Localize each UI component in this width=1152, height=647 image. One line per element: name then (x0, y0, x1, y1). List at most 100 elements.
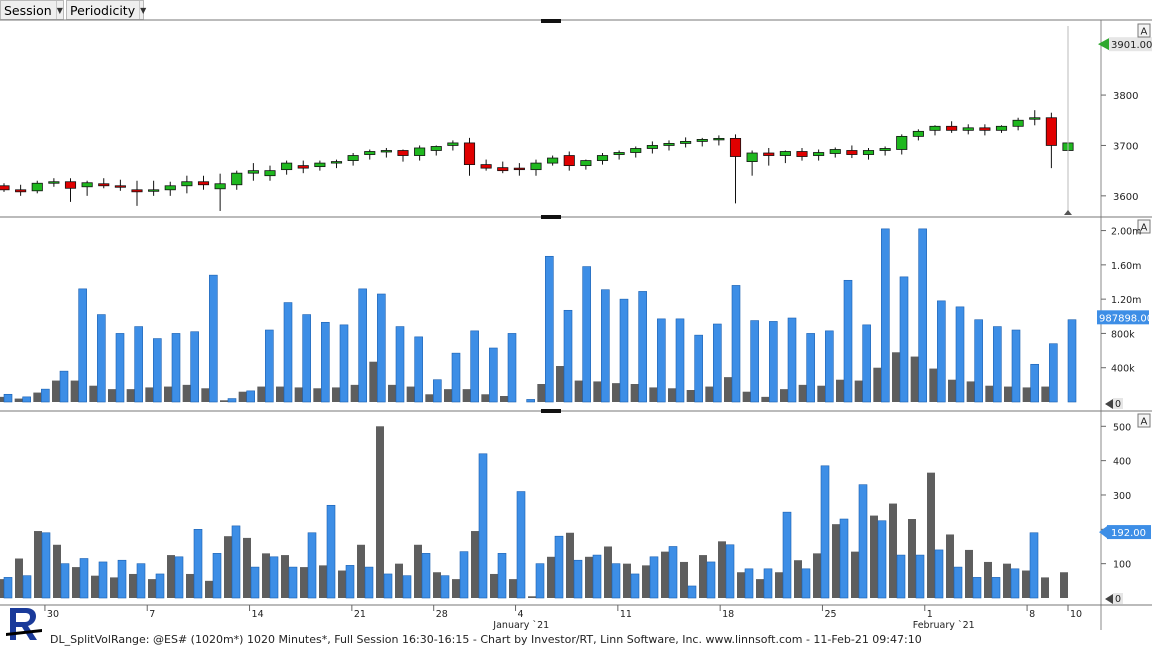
volume-blue-bar (134, 326, 143, 403)
month-axis-label: January `21 (492, 620, 549, 631)
range-blue-bar (497, 553, 507, 599)
range-current-box (1107, 525, 1151, 540)
candle-body (264, 170, 276, 177)
range-gray-bar (72, 567, 80, 598)
volume-blue-bar (563, 309, 573, 403)
volume-blue-bar (1067, 319, 1077, 403)
range-blue-bar (687, 585, 697, 599)
candle-body (912, 130, 924, 137)
candle-body (829, 149, 841, 154)
date-axis-label: 11 (620, 609, 632, 620)
current-price-box (1109, 37, 1152, 52)
range-gray-bar (547, 556, 555, 598)
range-blue-bar (402, 575, 412, 599)
range-gray-bar (699, 555, 707, 598)
candle-body (81, 182, 93, 188)
range-gray-bar (851, 551, 859, 598)
range-blue-bar (231, 525, 241, 599)
chevron-down-icon: ▼ (139, 1, 146, 19)
volume-axis-label: 1.60m (1111, 261, 1141, 272)
volume-gray-bar (425, 394, 434, 402)
volume-blue-bar (843, 279, 853, 403)
volume-zero-label: 0 (1115, 399, 1121, 410)
range-blue-bar (117, 559, 127, 599)
range-blue-bar (1029, 532, 1039, 599)
volume-blue-bar (97, 314, 106, 403)
volume-gray-bar (276, 386, 284, 402)
range-gray-bar (718, 541, 726, 598)
range-blue-bar (136, 563, 146, 599)
volume-gray-bar (220, 400, 228, 402)
volume-axis-label: 1.20m (1111, 295, 1141, 306)
volume-blue-bar (377, 293, 386, 403)
candle-body (430, 146, 442, 151)
range-gray-bar (813, 553, 821, 598)
range-gray-bar (338, 570, 346, 598)
volume-blue-bar (638, 291, 647, 403)
range-gray-bar (794, 560, 802, 598)
range-blue-bar (3, 577, 13, 599)
date-axis-label: 7 (149, 609, 155, 620)
range-gray-bar (623, 563, 631, 598)
range-blue-bar (212, 553, 222, 599)
range-gray-bar (319, 565, 327, 598)
range-blue-bar (516, 491, 526, 599)
candle-body (630, 148, 642, 153)
range-blue-bar (41, 532, 51, 599)
range-gray-bar (167, 555, 175, 598)
volume-gray-bar (182, 384, 191, 402)
volume-blue-bar (918, 228, 927, 403)
volume-blue-bar (694, 334, 703, 403)
range-blue-bar (744, 568, 754, 599)
volume-gray-bar (388, 384, 396, 402)
candle-body (164, 185, 176, 191)
range-blue-bar (79, 558, 89, 599)
bar-marker-icon (1064, 210, 1072, 215)
volume-gray-bar (369, 361, 378, 402)
volume-gray-bar (985, 385, 994, 402)
range-gray-bar (262, 553, 270, 598)
range-blue-bar (288, 566, 298, 599)
volume-gray-bar (0, 396, 4, 402)
range-blue-bar (554, 535, 564, 599)
volume-gray-bar (462, 389, 471, 402)
date-axis-label: 1 (927, 609, 933, 620)
volume-gray-bar (1041, 386, 1050, 402)
candle-body (281, 162, 293, 171)
session-dropdown[interactable]: Session ▼ (0, 0, 64, 20)
candle-body (746, 152, 758, 162)
volume-zero-arrow-icon (1105, 399, 1113, 409)
periodicity-label: Periodicity (70, 2, 136, 18)
volume-gray-bar (705, 386, 714, 402)
volume-gray-bar (761, 396, 770, 402)
volume-gray-bar (780, 389, 788, 402)
candle-body (929, 125, 941, 131)
volume-gray-bar (108, 389, 116, 402)
candle-body (596, 155, 609, 161)
periodicity-dropdown[interactable]: Periodicity ▼ (66, 0, 146, 20)
range-current-arrow-icon (1099, 526, 1107, 539)
volume-blue-bar (489, 347, 498, 403)
volume-blue-bar (974, 319, 983, 403)
candle-body (646, 145, 658, 149)
volume-gray-bar (126, 389, 135, 402)
volume-gray-bar (1022, 387, 1031, 402)
range-gray-bar (1003, 563, 1011, 598)
candle-body (796, 151, 808, 157)
volume-blue-bar (1011, 329, 1021, 403)
volume-blue-bar (433, 379, 442, 403)
range-gray-bar (395, 563, 403, 598)
volume-gray-bar (798, 384, 807, 402)
volume-blue-bar (787, 317, 797, 403)
volume-gray-bar (444, 389, 452, 402)
range-blue-bar (345, 565, 355, 599)
volume-gray-bar (873, 367, 882, 402)
candle-body (114, 185, 126, 188)
volume-gray-bar (164, 386, 172, 402)
range-blue-bar (98, 561, 108, 599)
volume-axis-label: 800k (1111, 329, 1135, 340)
range-blue-bar (174, 556, 184, 599)
volume-blue-bar (825, 330, 834, 403)
volume-gray-bar (70, 380, 79, 402)
